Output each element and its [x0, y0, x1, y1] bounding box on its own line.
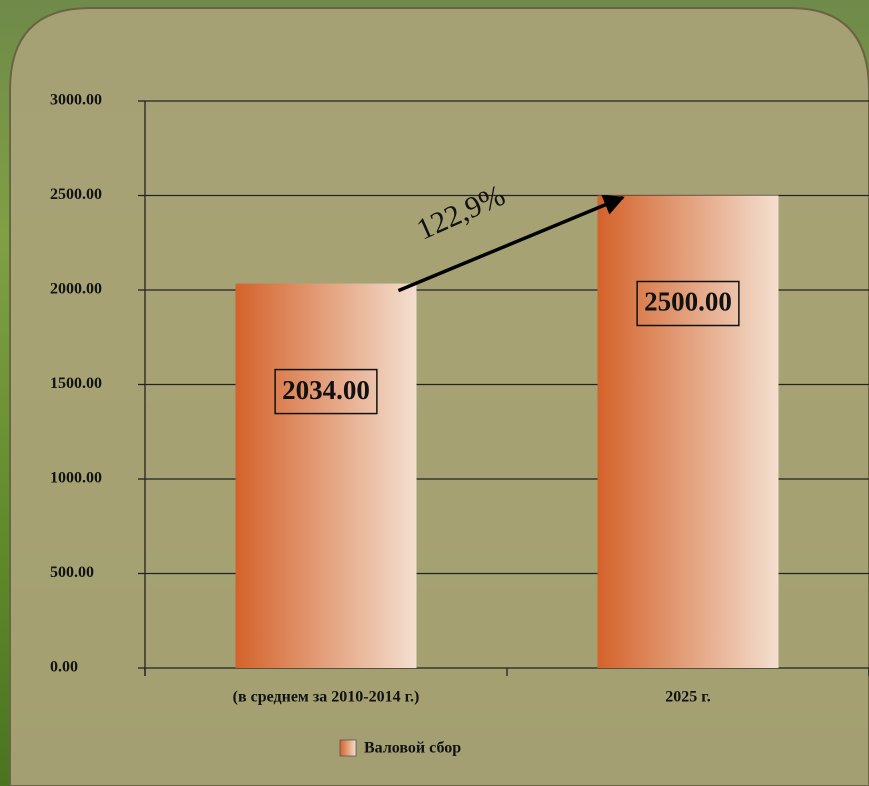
bar — [597, 195, 779, 668]
y-tick-label: 2500.00 — [50, 186, 102, 203]
value-label-box — [636, 280, 740, 327]
legend-label: Валовой сбор — [364, 740, 461, 757]
plot: 0.00 500.00 1000.00 1500.00 2000.00 2500.00 30… — [50, 92, 869, 757]
y-tick-label: 1000.00 — [50, 470, 102, 487]
value-label-box — [274, 368, 378, 415]
growth-arrow — [397, 195, 625, 293]
x-tick-label: (в среднем за 2010-2014 г.) — [233, 689, 420, 706]
value-label: 2500.00 — [644, 287, 732, 317]
x-tick-label: 2025 г. — [665, 689, 710, 706]
value-label: 2034.00 — [282, 375, 370, 405]
y-tick-label: 2000.00 — [50, 281, 102, 298]
y-tick-label: 3000.00 — [50, 92, 102, 109]
y-tick-label: 1500.00 — [50, 375, 102, 392]
y-tick-label: 500.00 — [50, 564, 94, 581]
bar — [235, 283, 417, 668]
legend-swatch — [339, 739, 357, 757]
y-tick-label: 0.00 — [50, 659, 78, 676]
